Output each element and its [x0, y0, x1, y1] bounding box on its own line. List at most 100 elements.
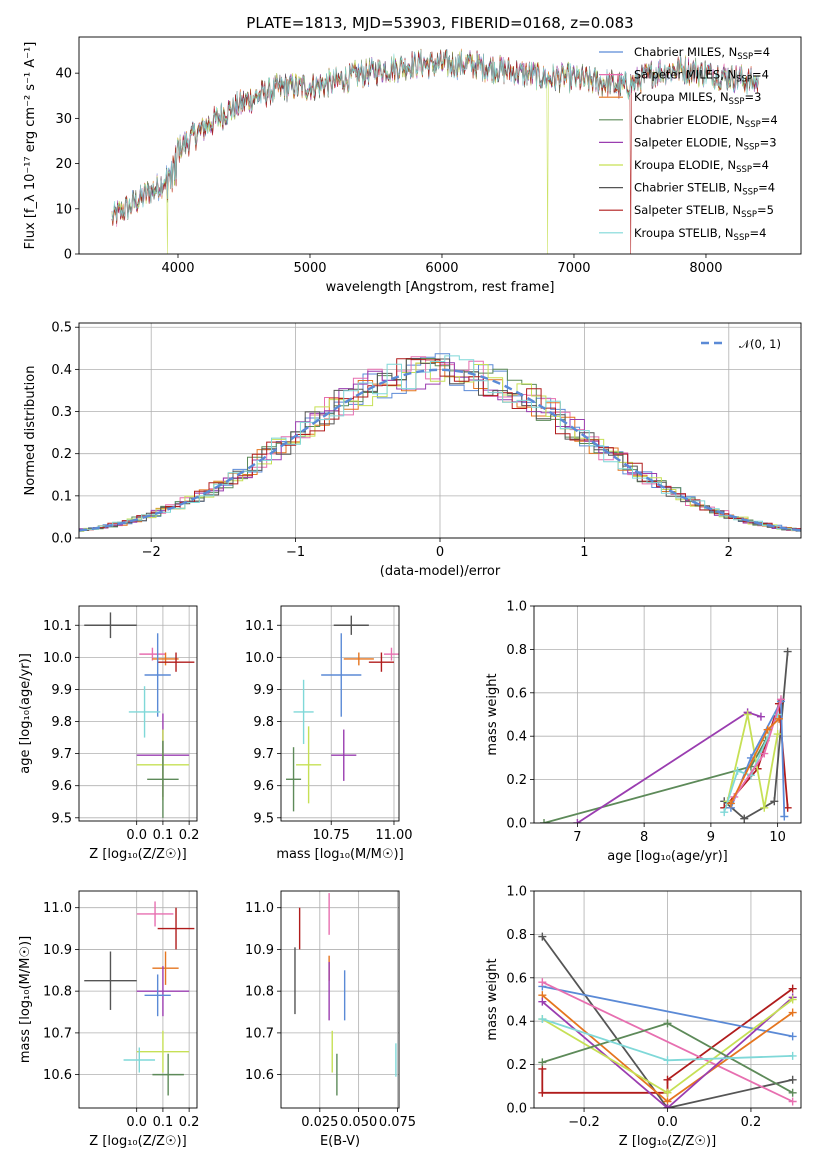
y-tick-label: 11.0 [43, 901, 72, 916]
y-tick-label: 10.0 [245, 651, 274, 666]
x-tick-label: 7 [573, 830, 581, 845]
legend-label: Kroupa MILES, NSSP=3 [634, 90, 761, 107]
weight-marker [538, 1015, 547, 1024]
x-axis-label: E(B-V) [320, 1134, 360, 1149]
legend-label: Chabrier STELIB, NSSP=4 [634, 181, 775, 198]
x-tick-label: 2 [725, 545, 733, 560]
axes-age_vs_z: 0.0 0.1 0.2 9.5 9.6 9.7 9.8 9.9 10.0 10.1 Z [log₁₀… [18, 605, 199, 862]
errorbar-point [157, 907, 195, 950]
weight-marker [743, 710, 752, 719]
weight-marker [663, 1056, 672, 1065]
errorbar-point [321, 633, 362, 717]
axes-mass_vs_ebv: 0.025 0.050 0.075 10.6 10.7 10.8 10.9 11.0 E(B-V… [245, 890, 416, 1149]
y-axis-label: Flux [f_λ 10⁻¹⁷ erg cm⁻² s⁻¹ A⁻¹] [23, 42, 38, 250]
axes-frame [533, 605, 802, 824]
y-tick-label: 10 [55, 202, 72, 217]
weight-marker [573, 819, 582, 823]
weight-marker [773, 730, 782, 739]
spectrum-line-kroupa-stelib [111, 49, 759, 222]
plot-area [84, 901, 195, 1096]
y-tick-label: 10.7 [43, 1026, 72, 1041]
weight-line [726, 714, 779, 808]
weight-marker [760, 803, 769, 812]
y-axis-label: Normed distribution [23, 366, 38, 496]
y-tick-label: 0.1 [51, 489, 72, 504]
y-tick-label: 10.1 [245, 619, 274, 634]
x-tick-label: 0.025 [301, 1115, 338, 1130]
x-tick-label: 5000 [293, 261, 326, 276]
errorbar-point [128, 686, 161, 738]
spectrum-line-salpeter-stelib [111, 48, 759, 254]
y-tick-label: 11.0 [245, 901, 274, 916]
y-tick-label: 0.0 [51, 532, 72, 547]
weight-marker [783, 803, 792, 812]
x-tick-label: 8000 [689, 261, 722, 276]
x-tick-label: 0.050 [340, 1115, 377, 1130]
y-tick-label: 9.9 [51, 683, 72, 698]
axes-frame [78, 605, 198, 822]
x-tick-label: 4000 [161, 261, 194, 276]
weight-marker [760, 749, 769, 758]
y-tick-label: 40 [55, 67, 72, 82]
weight-marker [788, 1008, 797, 1017]
x-tick-label: 10 [769, 830, 786, 845]
y-tick-label: 0.2 [506, 773, 527, 788]
y-tick-label: 9.9 [253, 683, 274, 698]
axes-residuals: −2 −1 0 1 2 0.0 0.1 0.2 0.3 0.4 0.5 (data-model)/er… [23, 321, 802, 579]
weight-series [538, 1019, 797, 1097]
x-axis-label: mass [log₁₀(M/M☉)] [276, 847, 403, 862]
weight-marker [783, 647, 792, 656]
weight-marker [788, 984, 797, 993]
weight-line [542, 985, 793, 1038]
weight-marker [776, 695, 785, 704]
errorbar-point [286, 747, 302, 812]
x-tick-label: 6000 [425, 261, 458, 276]
weight-series [720, 710, 782, 817]
weight-line [541, 981, 794, 1103]
y-tick-label: 0.6 [506, 971, 527, 986]
y-tick-label: 10.8 [245, 985, 274, 1000]
weight-marker [726, 799, 735, 808]
axes-frame [78, 36, 802, 255]
legend-label-normal: 𝒩(0, 1) [739, 337, 781, 351]
axes-frame [78, 890, 198, 1109]
y-tick-label: 10.0 [43, 651, 72, 666]
legend-label: Chabrier MILES, NSSP=4 [634, 45, 770, 62]
y-tick-label: 0.5 [51, 321, 72, 336]
errorbar-point [152, 1053, 184, 1096]
errorbar-point [152, 652, 179, 666]
weight-line [541, 996, 794, 1108]
x-tick-label: −2 [142, 545, 161, 560]
x-tick-label: 8 [640, 830, 648, 845]
weight-marker [663, 1104, 672, 1108]
y-tick-label: 0.8 [506, 928, 527, 943]
errorbar-point [147, 740, 179, 818]
plot-area [286, 615, 399, 812]
errorbar-point [383, 647, 399, 661]
y-tick-label: 0.4 [506, 1015, 527, 1030]
spectrum-line-chabrier-stelib [111, 50, 759, 225]
y-tick-label: 1.0 [506, 600, 527, 615]
weight-marker [663, 1088, 672, 1097]
y-tick-label: 9.8 [51, 715, 72, 730]
weight-marker [788, 1097, 797, 1106]
y-tick-label: 0.6 [506, 686, 527, 701]
y-tick-label: 0.8 [506, 643, 527, 658]
y-tick-label: 0.2 [51, 447, 72, 462]
weight-marker [538, 932, 547, 941]
x-tick-label: 0 [436, 545, 444, 560]
legend-label: Chabrier ELODIE, NSSP=4 [634, 113, 778, 130]
weight-series [538, 991, 797, 1106]
y-tick-label: 10.8 [43, 985, 72, 1000]
weight-marker [540, 819, 549, 823]
errorbar-point [296, 726, 322, 804]
legend-label: Kroupa STELIB, NSSP=4 [634, 226, 766, 243]
x-axis-label: age [log₁₀(age/yr)] [607, 849, 728, 864]
weight-series [726, 714, 783, 808]
y-tick-label: 10.6 [43, 1068, 72, 1083]
x-tick-label: −1 [286, 545, 305, 560]
errorbar-point [123, 1047, 156, 1073]
plot-area [540, 647, 792, 823]
weight-marker [774, 714, 783, 723]
x-tick-label: −0.2 [568, 1115, 600, 1130]
